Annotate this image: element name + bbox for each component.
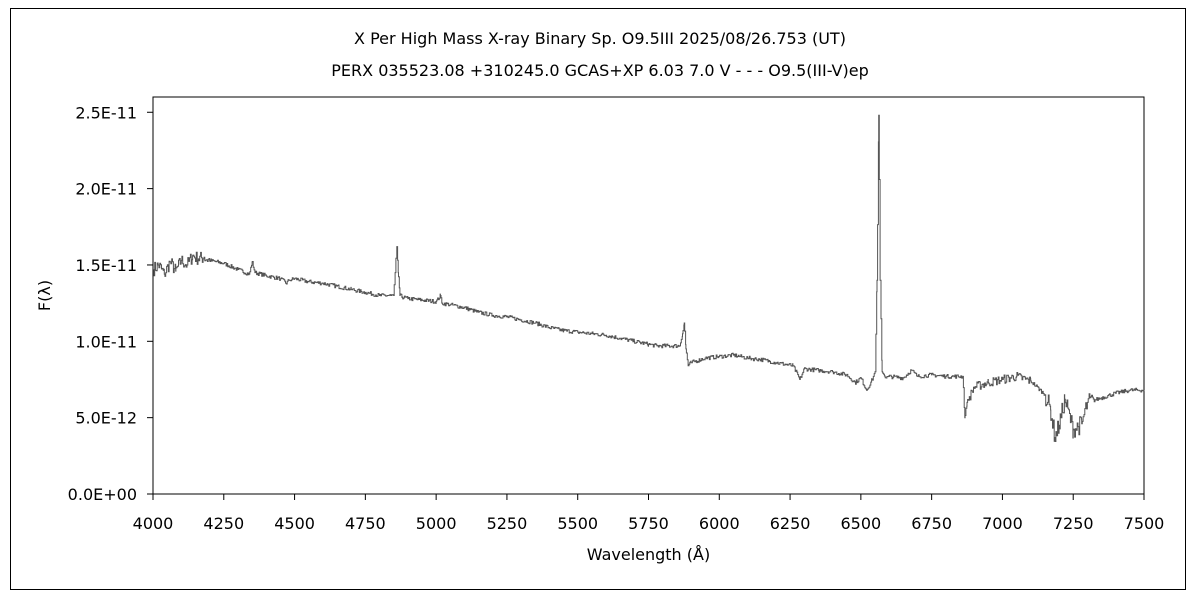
- y-axis-label: F(λ): [35, 280, 54, 311]
- x-axis-label: Wavelength (Å): [587, 545, 710, 564]
- y-axis-ticks: 0.0E+00 5.0E-12 1.0E-11 1.5E-11 2.0E-11 2.5E-…: [68, 103, 153, 504]
- x-tick-label: 4250: [203, 514, 244, 533]
- x-tick-label: 7000: [982, 514, 1023, 533]
- x-tick-label: 7250: [1053, 514, 1094, 533]
- x-tick-label: 6500: [840, 514, 881, 533]
- x-tick-label: 5500: [557, 514, 598, 533]
- x-tick-label: 5750: [628, 514, 669, 533]
- x-tick-label: 4000: [133, 514, 174, 533]
- y-tick-label: 0.0E+00: [68, 485, 137, 504]
- plot-area: [152, 96, 1145, 495]
- chart-subtitle: PERX 035523.08 +310245.0 GCAS+XP 6.03 7.…: [331, 61, 869, 80]
- chart-title: X Per High Mass X-ray Binary Sp. O9.5III…: [354, 29, 846, 48]
- x-axis-ticks: 4000 4250 4500 4750 5000 5250 5500 5750 6000 6250…: [133, 494, 1165, 533]
- spectrum-series-line: [153, 114, 1145, 442]
- x-tick-label: 7500: [1124, 514, 1165, 533]
- x-tick-label: 6750: [911, 514, 952, 533]
- x-tick-label: 6250: [770, 514, 811, 533]
- x-tick-label: 5250: [487, 514, 528, 533]
- y-tick-label: 5.0E-12: [75, 409, 137, 428]
- x-tick-label: 4500: [274, 514, 315, 533]
- x-tick-label: 5000: [416, 514, 457, 533]
- y-tick-label: 1.0E-11: [75, 332, 137, 351]
- y-tick-label: 2.0E-11: [75, 180, 137, 199]
- x-tick-label: 6000: [699, 514, 740, 533]
- x-tick-label: 4750: [345, 514, 386, 533]
- y-tick-label: 1.5E-11: [75, 256, 137, 275]
- y-tick-label: 2.5E-11: [75, 103, 137, 122]
